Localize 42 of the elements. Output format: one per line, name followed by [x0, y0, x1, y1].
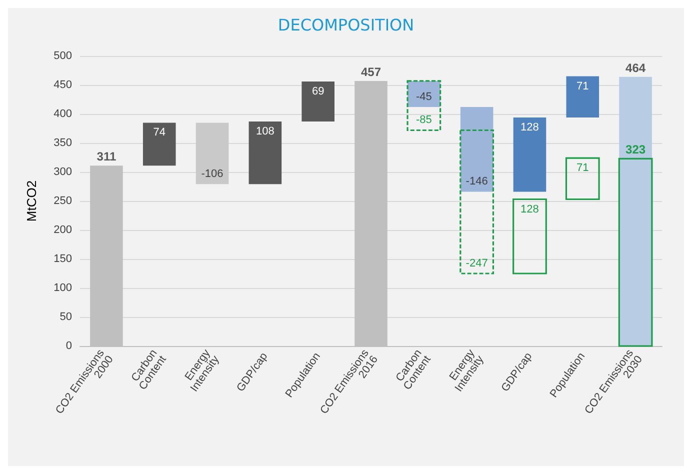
data-label: -106: [201, 168, 224, 180]
y-tick-label: 0: [66, 340, 72, 352]
data-label: -45: [416, 91, 432, 104]
y-axis-title: MtCO2: [24, 180, 39, 222]
data-label: 69: [312, 86, 324, 98]
bar: [248, 122, 282, 184]
data-label: 71: [576, 80, 589, 92]
data-label: 108: [256, 126, 274, 138]
bar: [142, 122, 176, 166]
y-tick-label: 200: [54, 224, 72, 236]
data-label: 74: [153, 126, 166, 139]
bar: [619, 76, 652, 346]
y-tick-label: 400: [54, 108, 72, 120]
data-label: -247: [466, 258, 488, 270]
bar: [196, 122, 229, 184]
y-tick-label: 500: [54, 50, 72, 62]
data-label: 311: [96, 150, 116, 164]
y-tick-label: 350: [54, 137, 72, 149]
data-label: 128: [520, 203, 539, 216]
data-label: 323: [626, 142, 646, 157]
y-tick-label: 50: [60, 311, 72, 323]
y-tick-label: 250: [54, 195, 72, 207]
y-tick-label: 100: [54, 282, 72, 294]
y-tick-label: 150: [54, 253, 72, 265]
bar: [460, 107, 494, 192]
data-label: -85: [416, 114, 432, 126]
data-label: 464: [626, 60, 646, 75]
data-label: 128: [520, 121, 539, 134]
bar: [566, 76, 600, 118]
data-label: 457: [360, 64, 382, 79]
chart-title: DECOMPOSITION: [278, 16, 414, 34]
bar: [618, 158, 653, 347]
bar: [512, 198, 547, 274]
data-label: -146: [466, 176, 488, 188]
y-tick-label: 300: [54, 166, 72, 178]
bar: [565, 157, 600, 200]
bar: [406, 80, 442, 132]
y-tick-label: 450: [54, 79, 72, 91]
bar: [513, 117, 546, 192]
bar: [302, 82, 334, 122]
data-label: 71: [576, 162, 589, 174]
bar: [460, 129, 494, 274]
